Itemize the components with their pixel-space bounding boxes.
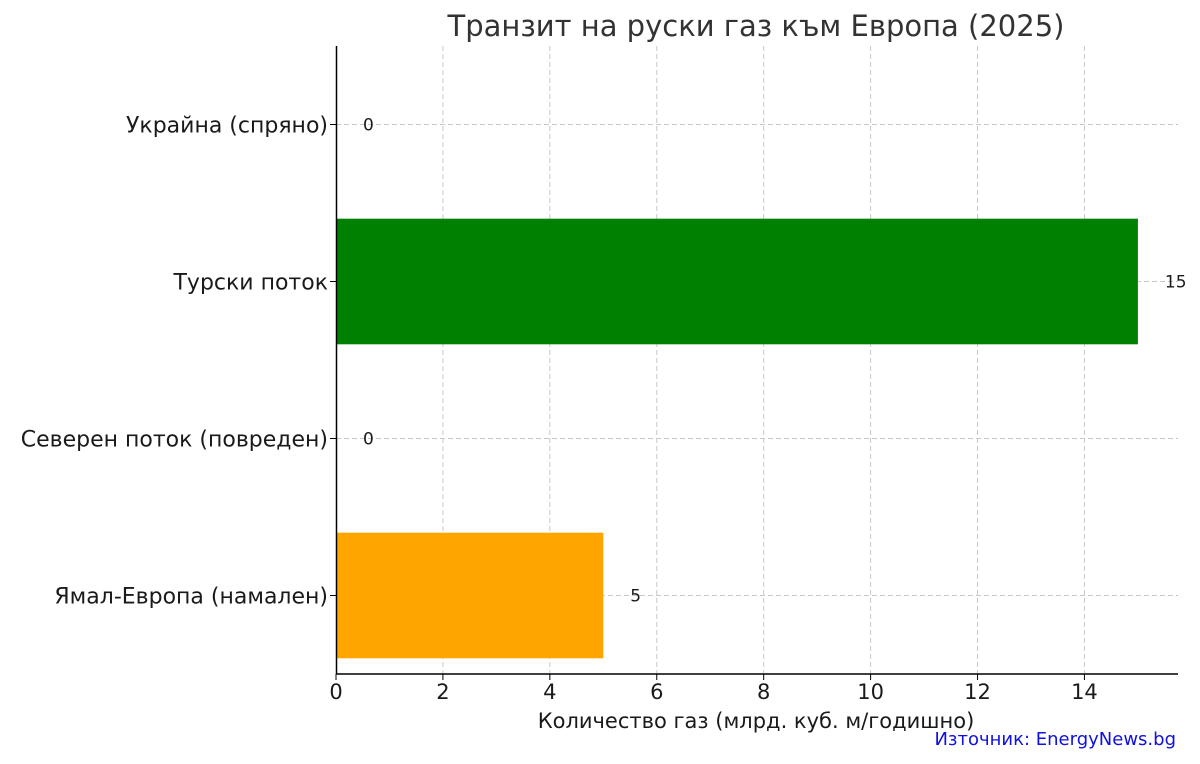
source-note: Източник: EnergyNews.bg bbox=[934, 729, 1176, 750]
x-tick-label: 8 bbox=[757, 680, 770, 704]
bar bbox=[336, 218, 1138, 345]
x-tick-label: 14 bbox=[1071, 680, 1098, 704]
data-label: 0 bbox=[363, 116, 374, 136]
data-label: 5 bbox=[630, 587, 641, 607]
x-tick-label: 2 bbox=[436, 680, 449, 704]
bars bbox=[336, 218, 1138, 659]
x-axis-label: Количество газ (млрд. куб. м/годишно) bbox=[538, 709, 975, 733]
data-label: 0 bbox=[363, 430, 374, 450]
x-tick-label: 10 bbox=[857, 680, 884, 704]
x-tick-label: 4 bbox=[543, 680, 556, 704]
category-label: Северен поток (повреден) bbox=[21, 428, 328, 453]
x-tick-label: 0 bbox=[329, 680, 342, 704]
data-label: 15 bbox=[1165, 273, 1187, 293]
chart-title: Транзит на руски газ към Европа (2025) bbox=[447, 9, 1065, 43]
category-label: Турски поток bbox=[172, 271, 328, 296]
category-label: Ямал-Европа (намален) bbox=[54, 585, 328, 610]
category-label: Украйна (спряно) bbox=[126, 114, 328, 139]
bar bbox=[336, 532, 604, 659]
x-tick-label: 12 bbox=[964, 680, 991, 704]
labels: 0 2 4 6 8 10 12 14 Украйна (спряно) 0 Турски поток… bbox=[21, 114, 1187, 705]
x-tick-label: 6 bbox=[650, 680, 663, 704]
